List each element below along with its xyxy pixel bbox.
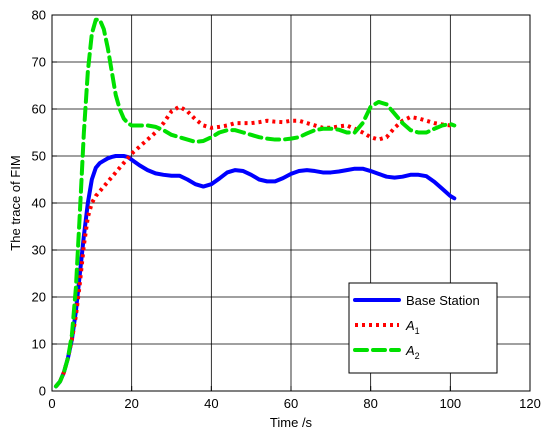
axis-ticks: 0 20 40 60 80 100 120 0 10 20 30 40 50 60 70 80 — [32, 8, 541, 412]
legend-label-2: A2 — [405, 343, 420, 361]
x-tick-label: 120 — [519, 396, 541, 411]
y-tick-label: 60 — [32, 102, 46, 117]
legend-label-0: Base Station — [406, 293, 480, 308]
x-tick-label: 100 — [439, 396, 461, 411]
x-tick-label: 80 — [363, 396, 377, 411]
series-line-0 — [53, 154, 457, 389]
y-tick-label: 0 — [39, 384, 46, 399]
y-tick-label: 40 — [32, 196, 46, 211]
y-tick-label: 30 — [32, 243, 46, 258]
y-tick-label: 50 — [32, 149, 46, 164]
legend-label-1: A1 — [405, 318, 420, 336]
x-tick-label: 20 — [124, 396, 138, 411]
series-line-2 — [53, 17, 457, 389]
y-tick-label: 20 — [32, 290, 46, 305]
y-tick-label: 10 — [32, 337, 46, 352]
y-tick-label: 80 — [32, 8, 46, 23]
y-axis-label: The trace of FIM — [8, 155, 23, 250]
x-tick-label: 60 — [284, 396, 298, 411]
series-line-1 — [54, 104, 455, 388]
legend: Base Station A1 A2 — [348, 282, 498, 374]
grid-lines — [52, 15, 530, 391]
y-tick-label: 70 — [32, 55, 46, 70]
series-lines — [53, 17, 457, 389]
x-tick-label: 0 — [48, 396, 55, 411]
x-axis-label: Time /s — [270, 415, 313, 430]
x-tick-label: 40 — [204, 396, 218, 411]
